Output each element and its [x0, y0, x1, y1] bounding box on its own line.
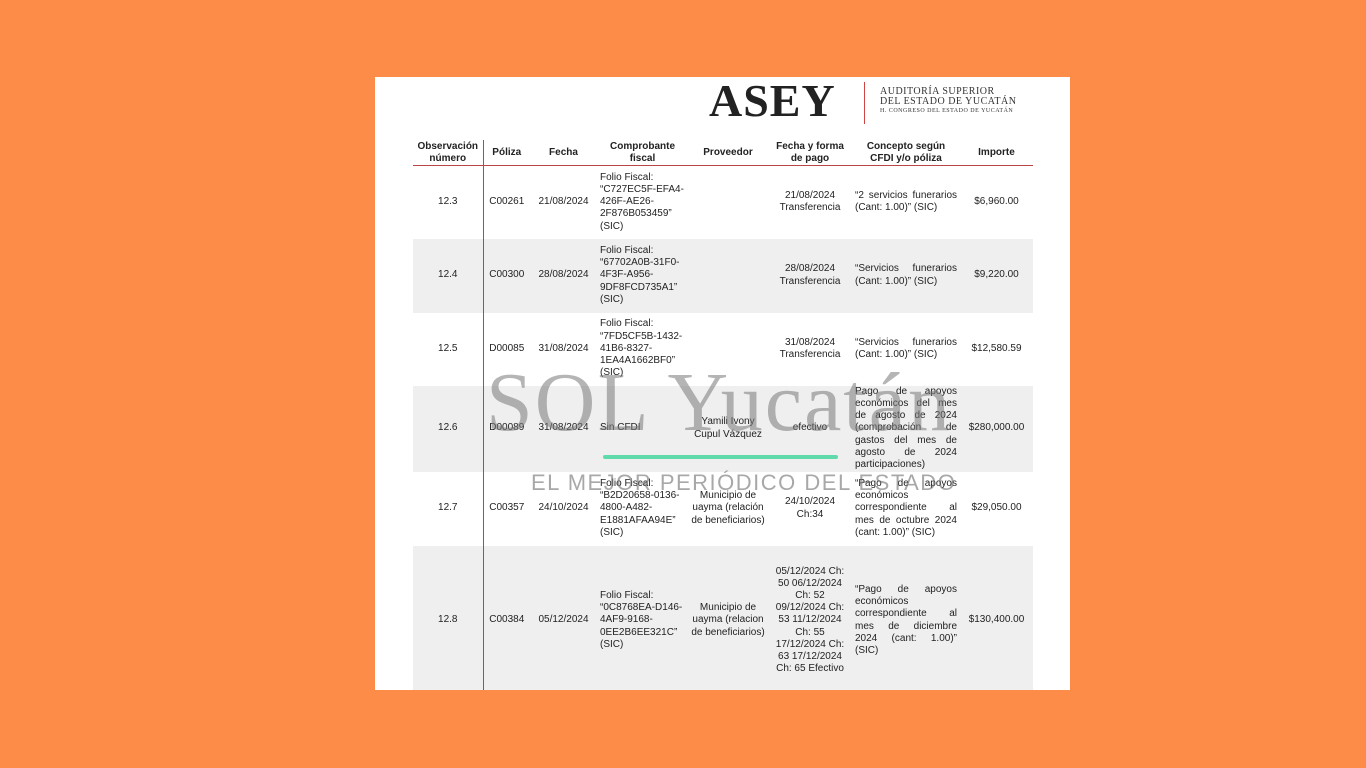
table-body: 12.3 C00261 21/08/2024 Folio Fiscal: “C727E… [413, 165, 1033, 690]
cell-importe: $29,050.00 [971, 502, 1022, 514]
cell-poliza: D00085 [489, 342, 525, 354]
table-row: 12.8 C00384 05/12/2024 Folio Fiscal: “0C876… [413, 545, 1033, 690]
column-header: Fecha [530, 140, 597, 166]
cell-importe: $9,220.00 [960, 238, 1033, 313]
cell-proveedor [688, 238, 768, 313]
table-row: 12.4 C00300 28/08/2024 Folio Fiscal: “67702… [413, 238, 1033, 313]
cell-comprobante: Folio Fiscal: “C727EC5F-EFA4-426F-AE26-2… [600, 171, 684, 232]
cell-poliza: C00357 [489, 502, 525, 514]
cell-concepto: Pago de apoyos económicos del mes de ago… [852, 385, 960, 472]
cell-pago: 21/08/2024 Transferencia [779, 190, 841, 214]
cell-concepto: “Servicios funerarios (Cant: 1.00)” (SIC… [852, 238, 960, 313]
cell-concepto: “Pago de apoyos económicos correspondien… [852, 545, 960, 690]
column-header: Concepto según CFDI y/o póliza [852, 140, 960, 166]
audit-table: Observación número Póliza Fecha Comprobante… [413, 140, 1033, 690]
org-name: AUDITORÍA SUPERIOR DEL ESTADO DE YUCATÁN… [880, 87, 1016, 115]
cell-poliza: C00384 [483, 545, 530, 690]
cell-importe: $12,580.59 [971, 342, 1022, 354]
cell-fecha: 05/12/2024 [530, 545, 597, 690]
cell-poliza: C00300 [483, 238, 530, 313]
document: ASEY AUDITORÍA SUPERIOR DEL ESTADO DE YU… [375, 77, 1070, 690]
cell-proveedor: Municipio de uayma (relacion de benefici… [688, 545, 768, 690]
cell-poliza: C00261 [489, 196, 525, 208]
highlight-underline [603, 455, 838, 459]
org-line: DEL ESTADO DE YUCATÁN [880, 96, 1017, 107]
table-row: 12.6 D00089 31/08/2024 Sin CFDI Yamili Ivony… [413, 385, 1033, 472]
separator [864, 82, 865, 124]
cell-pago: 05/12/2024 Ch: 50 06/12/2024 Ch: 52 09/1… [768, 545, 852, 690]
cell-comprobante: Folio Fiscal: “B2D20658-0136-4800-A482-E… [600, 477, 680, 538]
cell-poliza: D00089 [483, 385, 530, 472]
cell-observacion: 12.7 [413, 471, 484, 546]
column-header: Observación número [413, 140, 484, 166]
cell-observacion: 12.4 [413, 238, 484, 313]
cell-observacion: 12.8 [413, 545, 484, 690]
header-row: Observación número Póliza Fecha Comprobante… [413, 140, 1033, 166]
cell-importe: $130,400.00 [960, 545, 1033, 690]
cell-fecha: 21/08/2024 [538, 196, 589, 208]
cell-fecha: 28/08/2024 [530, 238, 597, 313]
cell-observacion: 12.5 [413, 312, 484, 386]
column-header: Comprobante fiscal [597, 140, 688, 166]
cell-observacion: 12.3 [413, 165, 484, 239]
cell-importe: $280,000.00 [960, 385, 1033, 472]
org-line: AUDITORÍA SUPERIOR [880, 86, 995, 97]
cell-concepto: “Pago de apoyos económicos correspondien… [855, 477, 957, 538]
table-row: 12.5 D00085 31/08/2024 Folio Fiscal: “7FD5C… [413, 312, 1033, 386]
table-row: 12.3 C00261 21/08/2024 Folio Fiscal: “C727E… [413, 165, 1033, 239]
column-header: Fecha y forma de pago [768, 140, 852, 166]
cell-pago: 28/08/2024 Transferencia [768, 238, 852, 313]
logo: ASEY [709, 77, 836, 126]
cell-concepto: “2 servicios funerarios (Cant: 1.00)” (S… [855, 190, 957, 214]
cell-proveedor [688, 313, 768, 386]
cell-concepto: “Servicios funerarios (Cant: 1.00)” (SIC… [855, 336, 957, 360]
cell-proveedor: Municipio de uayma (relación de benefici… [691, 490, 765, 526]
cell-importe: $6,960.00 [974, 196, 1019, 208]
table-row: 12.7 C00357 24/10/2024 Folio Fiscal: “B2D20… [413, 471, 1033, 546]
column-header: Importe [960, 140, 1033, 166]
cell-proveedor [688, 166, 768, 239]
org-line: H. CONGRESO DEL ESTADO DE YUCATÁN [880, 108, 1014, 114]
cell-pago: 24/10/2024 Ch:34 [784, 496, 836, 520]
cell-observacion: 12.6 [413, 385, 484, 472]
cell-fecha: 31/08/2024 [530, 385, 597, 472]
cell-fecha: 31/08/2024 [538, 342, 589, 354]
cell-comprobante: Folio Fiscal: “0C8768EA-D146-4AF9-9168-0… [597, 545, 688, 690]
cell-comprobante: Folio Fiscal: “7FD5CF5B-1432-41B6-8327-1… [600, 318, 683, 379]
cell-comprobante: Folio Fiscal: “67702A0B-31F0-4F3F-A956-9… [597, 238, 688, 313]
column-header: Póliza [483, 140, 530, 166]
column-header: Proveedor [688, 140, 768, 166]
cell-pago: 31/08/2024 Transferencia [779, 336, 841, 360]
cell-fecha: 24/10/2024 [538, 502, 589, 514]
